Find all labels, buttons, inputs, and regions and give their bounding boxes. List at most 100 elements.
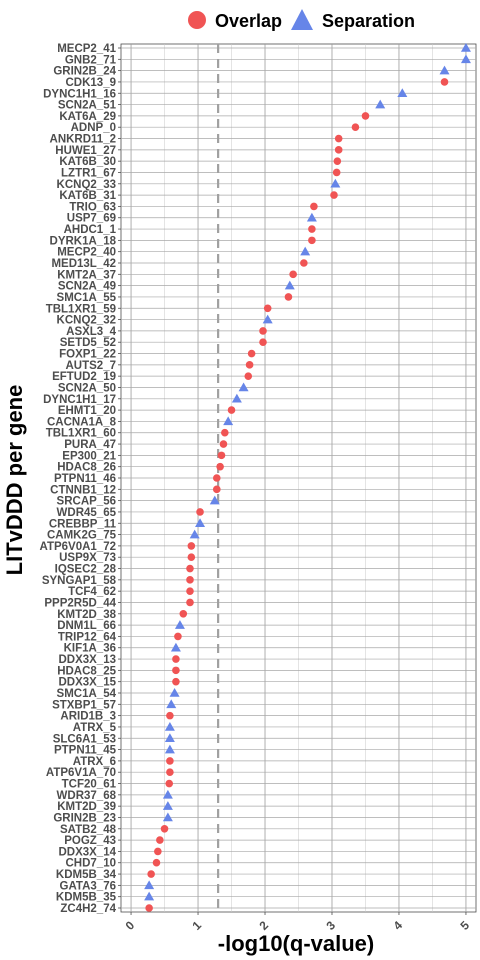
data-point-overlap bbox=[172, 666, 180, 675]
data-point-separation bbox=[306, 212, 317, 222]
data-point-overlap bbox=[263, 304, 272, 313]
y-tick-label: PURA_47 bbox=[64, 439, 116, 451]
data-point-overlap bbox=[332, 168, 341, 177]
y-tick-label: DDX3X_14 bbox=[58, 846, 116, 858]
data-point-overlap bbox=[166, 768, 174, 777]
y-tick-label: AHDC1_1 bbox=[64, 224, 117, 236]
data-point-separation bbox=[162, 801, 173, 810]
data-point-overlap bbox=[166, 711, 174, 720]
data-point-overlap bbox=[179, 609, 188, 618]
y-tick-label: TRIO_63 bbox=[69, 201, 116, 213]
data-point-overlap bbox=[289, 270, 297, 279]
data-point-overlap bbox=[351, 123, 360, 132]
data-point-overlap bbox=[154, 847, 162, 856]
data-point-overlap bbox=[174, 632, 182, 641]
y-tick-label: HDAC8_25 bbox=[57, 665, 116, 677]
data-point-overlap bbox=[186, 576, 194, 584]
y-tick-label: ADNP_0 bbox=[71, 122, 116, 134]
y-tick-label: SRCAP_56 bbox=[57, 496, 116, 508]
y-tick-label: DYNC1H1_17 bbox=[43, 394, 116, 406]
data-point-overlap bbox=[147, 870, 155, 878]
x-tick-label: 1 bbox=[190, 918, 205, 933]
legend-overlap-label: Overlap bbox=[215, 11, 282, 31]
x-axis-title: -log10(q-value) bbox=[218, 931, 374, 956]
data-point-separation bbox=[330, 178, 341, 188]
legend-separation-label: Separation bbox=[322, 11, 415, 31]
y-tick-label: CACNA1A_8 bbox=[47, 416, 117, 428]
data-point-separation bbox=[439, 65, 450, 75]
data-point-overlap bbox=[259, 327, 267, 335]
data-point-separation bbox=[164, 721, 175, 731]
data-point-overlap bbox=[196, 508, 204, 516]
plot-panel: MECP2_41GNB2_71GRIN2B_24CDK13_9DYNC1H1_1… bbox=[40, 43, 477, 933]
data-point-overlap bbox=[165, 779, 174, 788]
data-point-separation bbox=[162, 812, 173, 822]
y-tick-label: KCNQ2_32 bbox=[57, 315, 116, 327]
data-point-separation bbox=[375, 99, 386, 109]
legend: Overlap Separation bbox=[188, 9, 415, 31]
data-point-separation bbox=[162, 789, 173, 799]
x-tick-label: 4 bbox=[390, 918, 405, 933]
y-tick-label: FOXP1_22 bbox=[59, 349, 116, 361]
data-point-separation bbox=[164, 744, 175, 754]
y-tick-label: SMC1A_55 bbox=[57, 292, 117, 304]
data-point-overlap bbox=[259, 338, 267, 347]
data-point-overlap bbox=[308, 236, 316, 245]
x-tick-label: 5 bbox=[457, 918, 472, 933]
y-tick-label: KDM5B_34 bbox=[56, 869, 117, 881]
data-point-separation bbox=[231, 393, 242, 403]
y-tick-label: ANKRD11_2 bbox=[50, 134, 116, 146]
y-tick-label: TRIP12_64 bbox=[58, 631, 117, 643]
y-tick-label: KAT6B_30 bbox=[59, 156, 116, 168]
y-tick-label: KIF1A_36 bbox=[64, 643, 116, 655]
y-tick-label: ZC4H2_74 bbox=[60, 903, 116, 915]
data-point-overlap bbox=[247, 349, 256, 358]
legend-separation-marker bbox=[291, 9, 313, 30]
y-tick-label: KMT2D_38 bbox=[57, 609, 116, 621]
data-point-separation bbox=[170, 642, 181, 652]
y-tick-label: GRIN2B_24 bbox=[53, 66, 116, 78]
y-tick-label: USP9X_73 bbox=[59, 552, 116, 564]
y-tick-label: HDAC8_26 bbox=[57, 462, 116, 474]
data-point-overlap bbox=[186, 587, 194, 595]
y-tick-label: USP7_69 bbox=[67, 213, 116, 225]
y-tick-label: PTPN11_46 bbox=[54, 473, 116, 485]
data-point-separation bbox=[284, 280, 295, 290]
y-tick-label: KAT6B_31 bbox=[59, 190, 116, 202]
y-tick-label: SCN2A_49 bbox=[58, 281, 116, 293]
y-tick-label: PPP2R5D_44 bbox=[44, 597, 116, 609]
y-tick-label: MED13L_42 bbox=[51, 258, 116, 270]
data-point-separation bbox=[144, 891, 155, 901]
data-point-separation bbox=[262, 314, 273, 324]
y-tick-label: STXBP1_57 bbox=[52, 699, 116, 711]
data-point-overlap bbox=[244, 372, 253, 380]
y-tick-label: SMC1A_54 bbox=[57, 688, 117, 700]
y-tick-label: ARID1B_3 bbox=[60, 711, 116, 723]
data-point-overlap bbox=[361, 112, 370, 120]
y-tick-label: CDK13_9 bbox=[66, 77, 117, 89]
data-point-overlap bbox=[212, 485, 221, 494]
data-point-overlap bbox=[166, 757, 174, 765]
y-tick-label: KMT2D_39 bbox=[57, 801, 116, 813]
data-point-overlap bbox=[152, 858, 161, 867]
y-tick-label: DDX3X_13 bbox=[58, 654, 116, 666]
data-point-separation bbox=[174, 620, 185, 629]
y-tick-label: CTNNB1_12 bbox=[50, 484, 116, 496]
y-tick-label: POGZ_43 bbox=[64, 835, 116, 847]
y-tick-label: ATP6V0A1_72 bbox=[40, 541, 117, 553]
y-tick-label: SCN2A_51 bbox=[58, 100, 117, 112]
data-point-overlap bbox=[172, 655, 180, 663]
y-tick-label: KAT6A_29 bbox=[59, 111, 116, 123]
y-tick-label: SYNGAP1_58 bbox=[42, 575, 117, 587]
y-tick-label: EP300_21 bbox=[62, 450, 116, 462]
data-point-separation bbox=[189, 529, 200, 539]
y-tick-label: ATP6V1A_70 bbox=[46, 767, 116, 779]
data-point-overlap bbox=[308, 225, 316, 233]
data-point-overlap bbox=[145, 904, 153, 912]
data-point-overlap bbox=[186, 564, 194, 573]
data-point-overlap bbox=[187, 553, 196, 562]
data-point-overlap bbox=[216, 462, 224, 471]
data-point-separation bbox=[166, 699, 177, 709]
y-tick-label: ATRX_5 bbox=[73, 722, 117, 734]
